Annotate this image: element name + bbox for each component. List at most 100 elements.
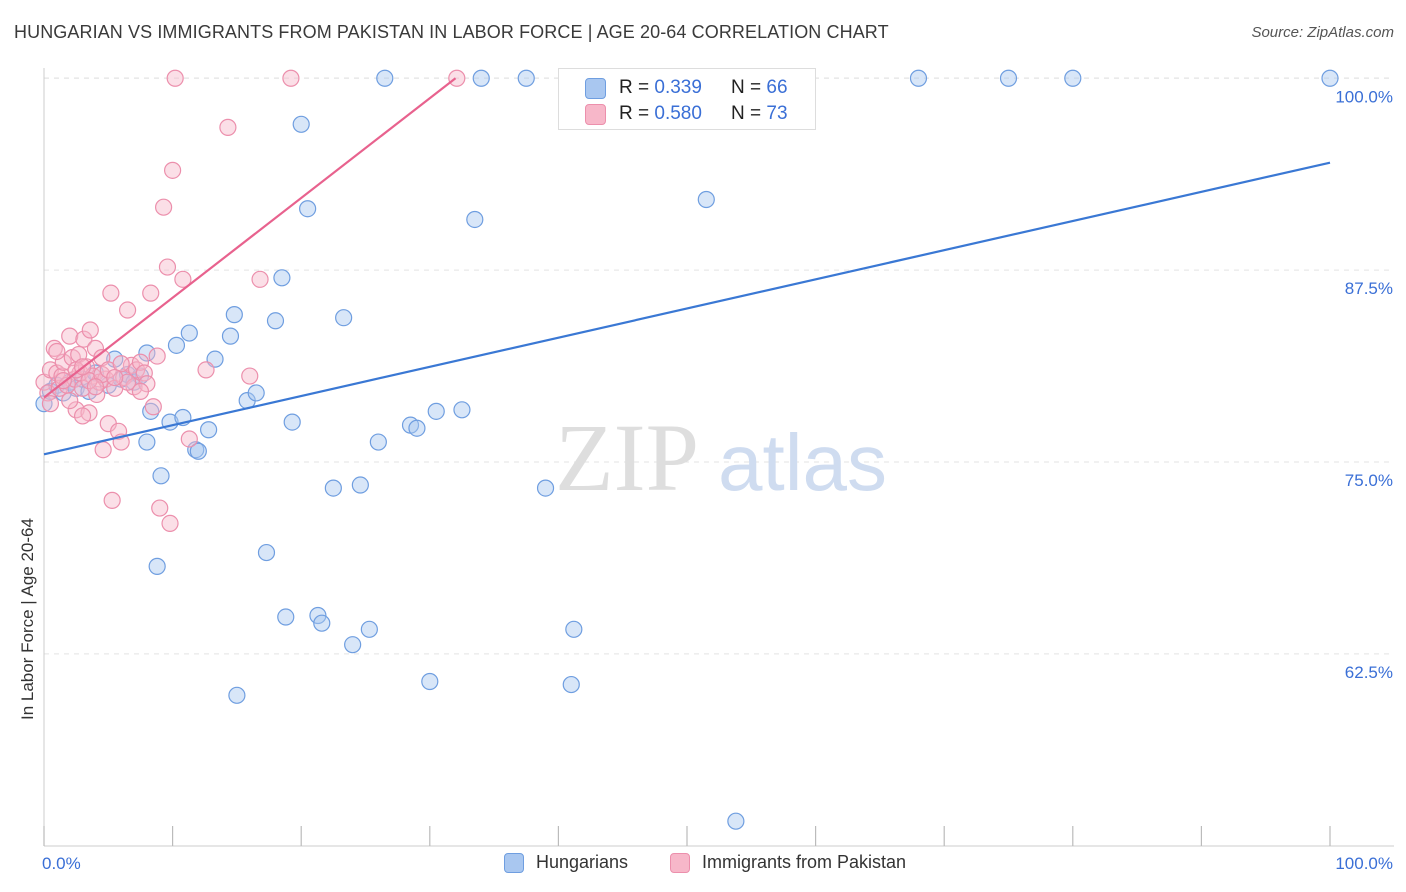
hungarian-point-38	[292, 115, 310, 133]
pakistan-point-29	[103, 491, 121, 509]
stats-row-hungarians: R = 0.339 N = 66	[559, 75, 817, 101]
hungarian-point-19	[152, 467, 170, 485]
hungarian-point-28	[221, 327, 240, 345]
hungarians-r: R = 0.339	[619, 77, 702, 98]
hungarian-point-23	[180, 324, 198, 342]
hungarian-point-35	[273, 269, 291, 287]
pakistan-point-55	[282, 69, 300, 87]
pakistan-point-28	[102, 284, 120, 302]
pakistan-point-31	[109, 422, 128, 440]
pakistan-point-59	[73, 407, 92, 425]
hungarian-point-64	[999, 69, 1018, 87]
hungarian-point-21	[167, 336, 186, 354]
pakistan-r: R = 0.580	[619, 103, 702, 124]
tick-labels: 62.5% 75.0% 87.5% 100.0% 0.0% 100.0%	[42, 87, 1393, 873]
chart-title: HUNGARIAN VS IMMIGRANTS FROM PAKISTAN IN…	[14, 22, 889, 42]
hungarian-point-63	[909, 69, 928, 87]
pakistan-point-44	[154, 198, 173, 216]
legend-swatch-hungarians	[504, 852, 524, 873]
hungarian-point-16	[138, 433, 156, 451]
hungarian-point-41	[313, 614, 331, 632]
hungarian-point-66	[1321, 69, 1339, 87]
hungarian-point-47	[369, 433, 387, 451]
pakistan-point-64	[118, 373, 137, 391]
hungarian-point-60	[697, 190, 715, 209]
pakistan-point-45	[158, 258, 177, 276]
pakistan-point-41	[142, 284, 160, 302]
pakistan-n: N = 73	[731, 103, 788, 124]
pakistan-trend-line	[43, 77, 457, 399]
pakistan-point-43	[151, 499, 169, 517]
pakistan-point-58	[61, 392, 79, 410]
hungarian-point-32	[247, 384, 265, 402]
hungarian-point-36	[277, 608, 295, 626]
hungarian-point-30	[228, 686, 246, 704]
pakistan-point-16	[75, 330, 93, 348]
hungarian-point-53	[453, 401, 471, 419]
hungarian-point-57	[536, 479, 555, 497]
hungarians-n: N = 66	[731, 77, 788, 98]
hungarian-point-45	[351, 476, 369, 494]
hungarian-point-51	[421, 672, 439, 691]
hungarian-point-15	[138, 344, 156, 362]
hungarian-point-29	[225, 306, 243, 324]
legend-item-pakistan[interactable]: Immigrants from Pakistan	[670, 852, 906, 873]
pakistan-swatch	[585, 104, 606, 125]
y-tick-label-2: 87.5%	[1345, 279, 1393, 298]
gridlines	[44, 77, 1394, 655]
hungarian-point-37	[283, 413, 301, 431]
axes	[43, 68, 1394, 847]
pakistan-point-57	[48, 342, 66, 361]
hungarian-point-54	[466, 210, 484, 229]
legend-swatch-pakistan	[670, 852, 690, 873]
hungarian-point-56	[517, 69, 535, 87]
hungarian-point-17	[142, 402, 160, 420]
hungarian-point-34	[266, 312, 285, 330]
stats-row-pakistan: R = 0.580 N = 73	[559, 101, 817, 127]
hungarian-point-52	[427, 402, 445, 420]
pakistan-point-56	[448, 69, 466, 87]
trend-lines	[43, 77, 1331, 456]
watermark: ZIP atlas	[555, 404, 887, 511]
pakistan-point-48	[166, 69, 184, 87]
pakistan-point-49	[174, 270, 192, 288]
hungarian-point-61	[727, 812, 745, 830]
y-tick-label-3: 100.0%	[1335, 87, 1393, 106]
legend-label-hungarians: Hungarians	[536, 852, 629, 872]
pakistan-point-53	[241, 367, 259, 385]
hungarian-point-48	[376, 69, 394, 87]
pakistan-point-63	[112, 355, 130, 373]
hungarians-swatch	[585, 78, 606, 99]
hungarian-point-39	[299, 200, 317, 218]
pakistan-point-71	[106, 368, 124, 387]
y-tick-label-1: 75.0%	[1345, 471, 1393, 490]
pakistan-point-50	[180, 430, 198, 448]
watermark-atlas: atlas	[718, 418, 887, 507]
pakistan-point-66	[144, 398, 162, 416]
pakistan-point-54	[251, 270, 269, 288]
hungarian-point-25	[189, 442, 207, 460]
pakistan-point-9	[61, 327, 79, 345]
x-tick-label-start: 0.0%	[42, 854, 81, 873]
pakistan-point-19	[81, 321, 99, 339]
legend-item-hungarians[interactable]: Hungarians	[504, 852, 628, 873]
hungarian-point-18	[148, 557, 166, 575]
pakistan-point-46	[161, 514, 179, 533]
pakistan-point-47	[164, 161, 182, 179]
hungarian-point-44	[344, 636, 362, 654]
hungarian-point-59	[565, 620, 583, 638]
pakistan-point-39	[135, 364, 153, 382]
hungarian-point-46	[360, 620, 378, 638]
pakistan-point-3	[45, 339, 63, 358]
pakistan-point-65	[131, 382, 150, 400]
x-tick-label-end: 100.0%	[1335, 854, 1393, 873]
pakistan-point-52	[219, 118, 237, 136]
pakistan-point-12	[67, 401, 85, 419]
pakistan-point-70	[86, 378, 105, 396]
hungarian-point-43	[335, 309, 353, 327]
hungarian-point-55	[472, 69, 490, 87]
hungarian-trend-line	[43, 161, 1331, 456]
hungarian-point-65	[1064, 69, 1082, 87]
hungarian-point-58	[562, 675, 580, 694]
